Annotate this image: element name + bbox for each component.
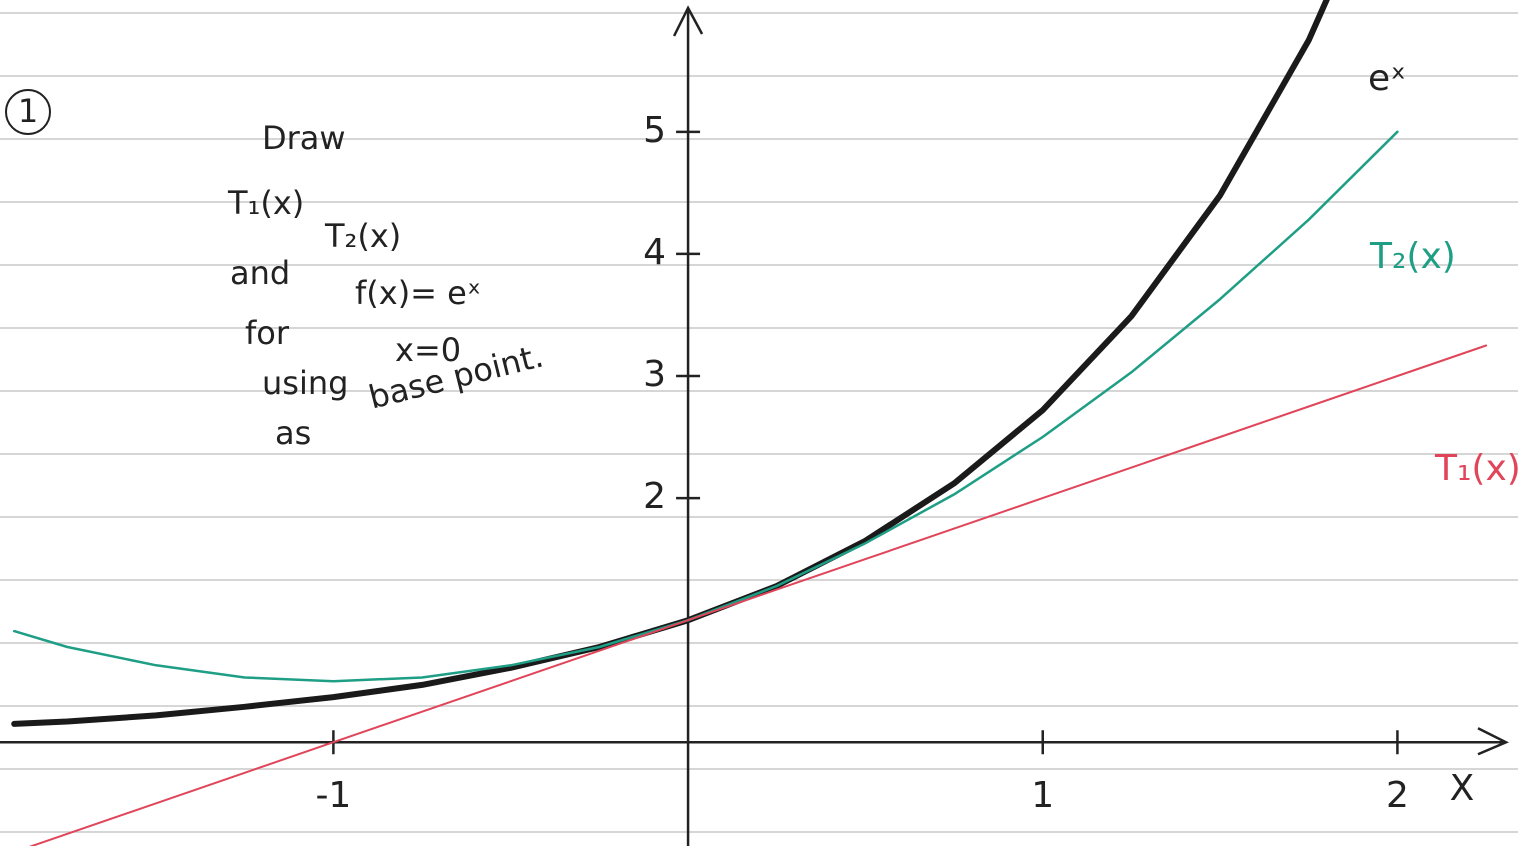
y-tick-label: 5 — [643, 110, 666, 151]
series-label: eˣ — [1368, 58, 1406, 99]
annotation: T₁(x) — [227, 184, 304, 222]
annotation: using — [262, 364, 348, 402]
chart: -1 1 2 2 3 4 5 1 Draw T₁(x) and T₂(x) for f(x)… — [0, 0, 1518, 846]
paper-lines — [0, 0, 1518, 846]
annotation: T₂(x) — [324, 217, 401, 255]
annotation: as — [275, 414, 311, 452]
annotation: 1 — [18, 92, 38, 130]
y-tick-label: 3 — [643, 354, 666, 395]
annotation: and — [230, 254, 290, 292]
x-tick-label: 2 — [1386, 775, 1409, 816]
x-axis-label: X — [1450, 768, 1475, 809]
series-label: T₂(x) — [1369, 236, 1456, 277]
x-tick-label: 1 — [1031, 775, 1054, 816]
annotation: for — [245, 314, 290, 352]
annotation: f(x)= eˣ — [355, 274, 481, 312]
series-label: T₁(x) — [1434, 448, 1518, 489]
annotation: Draw — [262, 119, 346, 157]
y-tick-label: 4 — [643, 232, 666, 273]
x-tick-label: -1 — [315, 775, 351, 816]
y-tick-label: 2 — [643, 476, 666, 517]
